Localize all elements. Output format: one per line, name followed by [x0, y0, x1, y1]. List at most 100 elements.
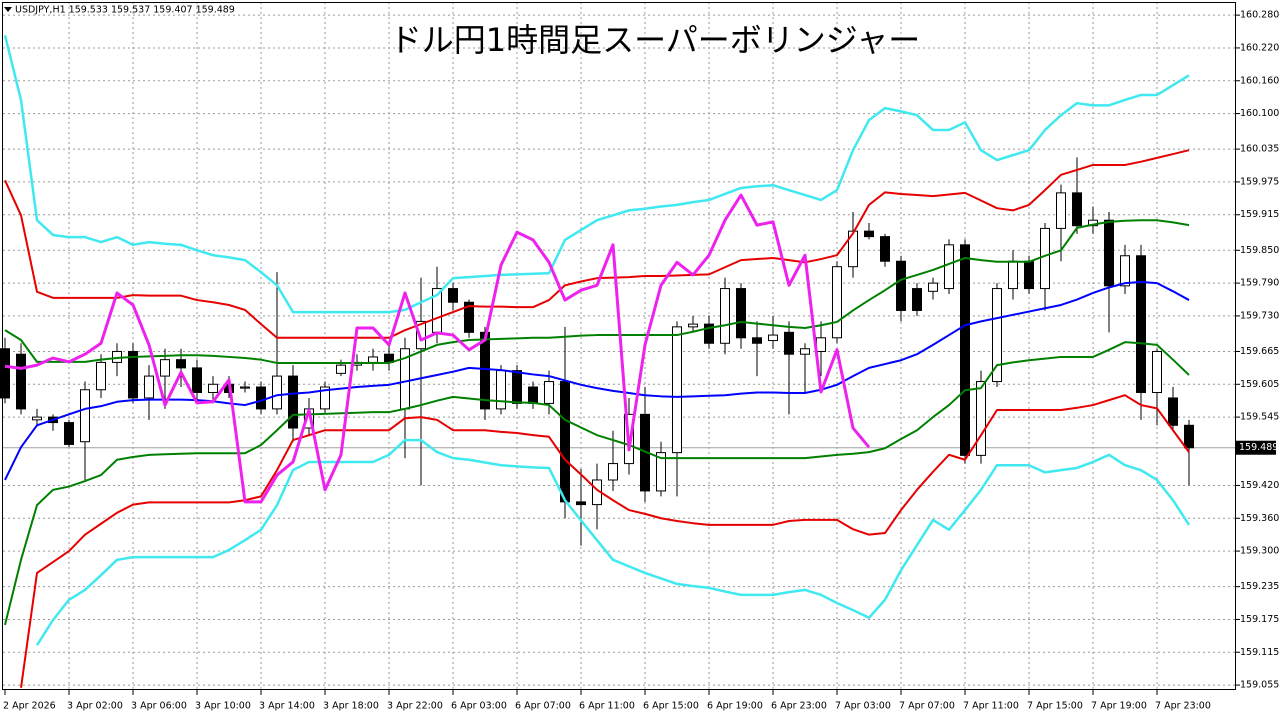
candle-body	[464, 301, 474, 333]
x-tick-label: 7 Apr 23:00	[1155, 701, 1211, 712]
candle-body	[768, 334, 778, 342]
candle-body	[672, 326, 682, 454]
candle-body	[160, 359, 170, 377]
candle-body	[912, 288, 922, 311]
candle-body	[80, 389, 90, 443]
candle-body	[608, 463, 618, 481]
candle-body	[192, 367, 202, 393]
y-tick-label: 159.915	[1240, 209, 1279, 220]
candle-body	[144, 375, 154, 399]
candle-body	[64, 422, 74, 445]
candle-body	[576, 501, 586, 506]
candle-body	[240, 386, 250, 389]
indicator-line	[4, 341, 1190, 626]
y-tick-label: 160.100	[1240, 108, 1279, 119]
candle-body	[928, 282, 938, 292]
candle-body	[1040, 227, 1050, 290]
candle-body	[1168, 397, 1178, 426]
candle-body	[1152, 350, 1162, 393]
y-tick-label: 159.730	[1240, 310, 1279, 321]
x-tick-label: 7 Apr 11:00	[963, 701, 1019, 712]
candle-body	[16, 353, 26, 410]
y-tick-label: 159.360	[1240, 513, 1279, 524]
candle-body	[336, 364, 346, 374]
candle-body	[752, 337, 762, 344]
candle-body	[688, 323, 698, 328]
indicator-line	[35, 438, 1191, 646]
x-tick-label: 7 Apr 15:00	[1027, 701, 1083, 712]
candle-body	[816, 337, 826, 352]
candle-body	[1008, 260, 1018, 290]
candle-body	[512, 370, 522, 404]
candle-body	[960, 244, 970, 456]
y-tick-label: 159.665	[1240, 346, 1279, 357]
candle-body	[272, 375, 282, 410]
candle-body	[544, 381, 554, 404]
x-tick-label: 3 Apr 22:00	[387, 701, 443, 712]
x-tick-label: 2 Apr 2026	[3, 701, 56, 712]
candle-body	[480, 331, 490, 410]
x-tick-label: 6 Apr 11:00	[579, 701, 635, 712]
chart-header: USDJPY,H1 159.533 159.537 159.407 159.48…	[15, 5, 235, 16]
candle-body	[416, 320, 426, 350]
x-tick-label: 3 Apr 06:00	[131, 701, 187, 712]
candle-body	[528, 386, 538, 404]
y-tick-label: 160.280	[1240, 10, 1279, 21]
chart-title: ドル円1時間足スーパーボリンジャー	[390, 21, 920, 59]
candle-body	[368, 356, 378, 363]
indicator-line	[20, 394, 1190, 688]
candle-body	[1072, 192, 1082, 227]
candle-body	[96, 361, 106, 391]
y-tick-label: 159.235	[1240, 581, 1279, 592]
y-tick-label: 159.055	[1240, 680, 1279, 691]
candle-body	[720, 288, 730, 344]
menu-icon[interactable]	[4, 7, 12, 12]
y-tick-label: 159.605	[1240, 379, 1279, 390]
price-label-box	[1236, 440, 1276, 455]
candle-body	[880, 236, 890, 262]
x-tick-label: 7 Apr 19:00	[1091, 701, 1147, 712]
x-tick-label: 6 Apr 07:00	[515, 701, 571, 712]
candle-body	[320, 386, 330, 410]
y-tick-label: 159.175	[1240, 614, 1279, 625]
candle-body	[1136, 255, 1146, 393]
indicator-line	[4, 193, 871, 504]
y-tick-label: 159.300	[1240, 546, 1279, 557]
candle-body	[864, 230, 874, 238]
x-tick-label: 6 Apr 23:00	[771, 701, 827, 712]
y-tick-label: 159.115	[1240, 647, 1279, 658]
plot-frame	[2, 2, 1236, 690]
candle-body	[1056, 192, 1066, 229]
candle-body	[0, 348, 10, 399]
price-label: 159.489	[1239, 442, 1278, 453]
x-tick-label: 6 Apr 19:00	[707, 701, 763, 712]
indicator-line	[4, 149, 1190, 339]
y-tick-label: 159.545	[1240, 412, 1279, 423]
x-tick-label: 3 Apr 18:00	[323, 701, 379, 712]
candle-body	[784, 331, 794, 355]
x-tick-label: 7 Apr 03:00	[835, 701, 891, 712]
candle-body	[896, 260, 906, 311]
y-tick-label: 159.975	[1240, 176, 1279, 187]
y-tick-label: 159.420	[1240, 480, 1279, 491]
x-tick-label: 3 Apr 02:00	[67, 701, 123, 712]
x-tick-label: 6 Apr 03:00	[451, 701, 507, 712]
candle-body	[560, 381, 570, 503]
candle-body	[976, 381, 986, 456]
candle-body	[800, 348, 810, 355]
candle-body	[1104, 219, 1114, 287]
candle-body	[944, 244, 954, 290]
indicator-line	[4, 219, 1190, 364]
candle-body	[128, 350, 138, 399]
candle-body	[656, 452, 666, 492]
candle-body	[448, 288, 458, 303]
candle-body	[736, 288, 746, 339]
candle-body	[256, 386, 266, 410]
candle-body	[176, 359, 186, 369]
candle-body	[992, 288, 1002, 383]
y-tick-label: 159.850	[1240, 245, 1279, 256]
grid	[3, 2, 1236, 690]
candle-body	[1184, 424, 1194, 449]
